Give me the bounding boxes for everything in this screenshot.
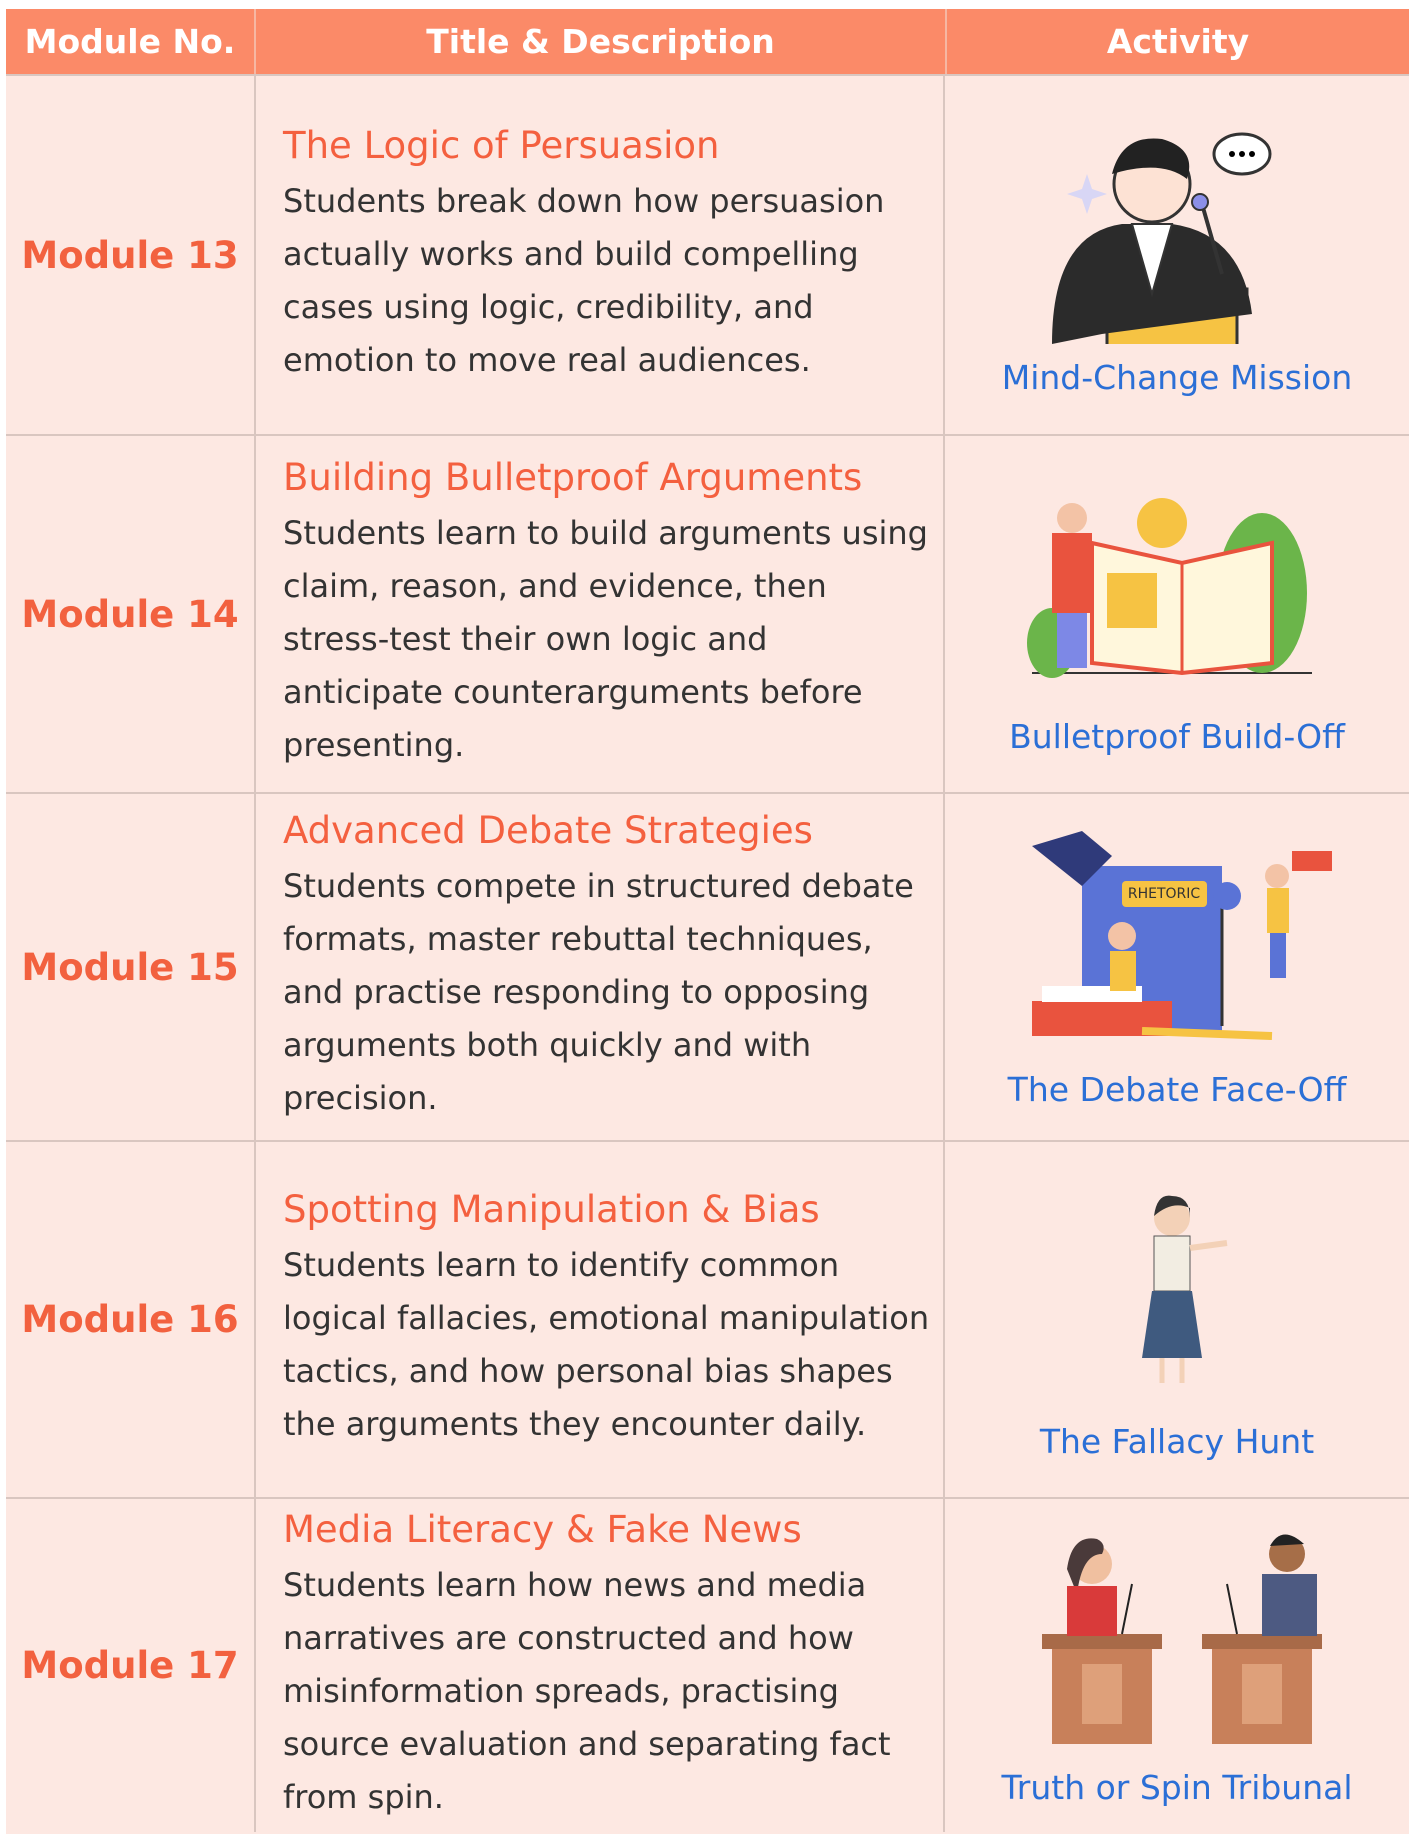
module-description: Students learn how news and media narrat… xyxy=(283,1565,891,1816)
activity-illustration xyxy=(1042,1534,1322,1744)
activity-cell: RHETORIC The Debate Face-Off xyxy=(945,794,1409,1140)
header-cell: Module No. xyxy=(6,9,256,74)
activity-name: The Debate Face-Off xyxy=(1007,1069,1347,1109)
title-description-cell: Spotting Manipulation & Bias Students lea… xyxy=(256,1142,945,1497)
module-number: Module 15 xyxy=(6,794,256,1140)
module-title: Media Literacy & Fake News xyxy=(283,1507,802,1551)
title-description-cell: Advanced Debate Strategies Students compe… xyxy=(256,794,945,1140)
module-description: Students break down how persuasion actua… xyxy=(283,181,885,379)
table-row: Module 17 Media Literacy & Fake News Stude… xyxy=(6,1497,1409,1832)
title-description-cell: Media Literacy & Fake News Students learn… xyxy=(256,1499,945,1832)
activity-name: Truth or Spin Tribunal xyxy=(1001,1768,1353,1807)
title-description-cell: Building Bulletproof Arguments Students l… xyxy=(256,436,945,792)
activity-name: The Fallacy Hunt xyxy=(1039,1422,1315,1461)
module-number: Module 13 xyxy=(6,76,256,434)
module-title: Spotting Manipulation & Bias xyxy=(283,1188,820,1231)
module-number: Module 16 xyxy=(6,1142,256,1497)
table-header: Module No. Title & Description Activity xyxy=(6,9,1409,74)
table-row: Module 14 Building Bulletproof Arguments S… xyxy=(6,434,1409,792)
table-row: Module 13 The Logic of Persuasion Students… xyxy=(6,74,1409,434)
module-description: Students learn to build arguments using … xyxy=(283,514,928,764)
book-label: RHETORIC xyxy=(1128,886,1201,902)
module-description: Students compete in structured debate fo… xyxy=(283,867,914,1117)
activity-cell: Bulletproof Build-Off xyxy=(945,436,1409,792)
table-row: Module 15 Advanced Debate Strategies Stude… xyxy=(6,792,1409,1140)
activity-cell: The Fallacy Hunt xyxy=(945,1142,1409,1497)
activity-cell: Mind-Change Mission xyxy=(945,76,1409,434)
activity-name: Bulletproof Build-Off xyxy=(1009,716,1345,756)
table-row: Module 16 Spotting Manipulation & Bias Stu… xyxy=(6,1140,1409,1497)
module-description: Students learn to identify common logica… xyxy=(283,1246,930,1443)
activity-cell: Truth or Spin Tribunal xyxy=(945,1499,1409,1832)
title-description-cell: The Logic of Persuasion Students break do… xyxy=(256,76,945,434)
header-cell: Title & Description xyxy=(256,9,947,74)
activity-illustration xyxy=(1142,1195,1228,1383)
header-cell: Activity xyxy=(1106,22,1250,61)
table-body: Module 13 The Logic of Persuasion Students… xyxy=(6,74,1409,1832)
activity-illustration xyxy=(1052,132,1272,344)
activity-name: Mind-Change Mission xyxy=(1001,357,1353,397)
activity-illustration: RHETORIC xyxy=(1032,830,1332,1040)
module-number: Module 17 xyxy=(6,1499,256,1832)
activity-illustration xyxy=(1027,497,1312,678)
module-title: Building Bulletproof Arguments xyxy=(283,456,863,499)
module-table: Module No. Title & Description Activity … xyxy=(6,9,1409,1834)
module-number: Module 14 xyxy=(6,436,256,792)
module-title: The Logic of Persuasion xyxy=(283,123,720,167)
module-title: Advanced Debate Strategies xyxy=(283,809,813,852)
